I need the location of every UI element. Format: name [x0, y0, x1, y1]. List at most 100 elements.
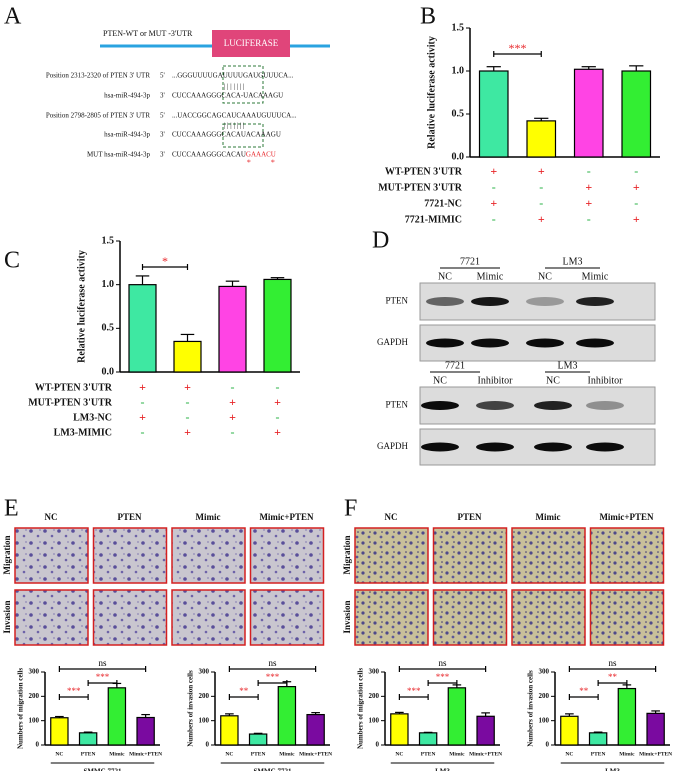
y-axis-label: Numbers of invasion cells — [527, 670, 535, 747]
y-tick-label: 1.5 — [452, 22, 465, 33]
panel-label: E — [4, 496, 19, 522]
condition-sign: - — [186, 395, 190, 409]
band — [534, 401, 572, 410]
condition-sign: - — [276, 380, 280, 394]
x-tick-label: PTEN — [251, 751, 266, 757]
sequence-end: 5' — [160, 112, 165, 120]
bar — [128, 284, 157, 373]
band — [426, 297, 464, 306]
bar — [588, 732, 608, 746]
bar — [418, 732, 438, 746]
luciferase-box — [212, 30, 290, 57]
blot-row-label: PTEN — [386, 296, 409, 306]
micrograph — [171, 589, 246, 646]
band — [471, 338, 509, 348]
mutation-mark: * — [247, 158, 251, 167]
condition-sign: - — [141, 425, 145, 439]
bar — [220, 715, 239, 746]
bar — [306, 713, 325, 746]
group-label: 7721 — [445, 360, 465, 371]
condition-label: WT-PTEN 3'UTR — [35, 382, 113, 393]
condition-sign: - — [587, 212, 591, 226]
condition-label: MUT-PTEN 3'UTR — [378, 182, 463, 193]
lane-label: NC — [546, 375, 560, 386]
row-label: Migration — [2, 536, 12, 575]
micrograph — [432, 527, 508, 584]
y-tick-label: 1.0 — [102, 279, 115, 290]
condition-sign: - — [492, 212, 496, 226]
bar — [218, 285, 247, 373]
condition-sign: + — [139, 410, 146, 424]
condition-sign: - — [231, 380, 235, 394]
y-axis-label: Numbers of migration cells — [17, 668, 25, 749]
condition-sign: + — [490, 196, 497, 210]
y-tick-label: 0 — [376, 741, 380, 749]
micrograph — [171, 527, 246, 584]
row-label: Migration — [342, 536, 352, 575]
sequence: CUCCAAAGGGCACAUACAAAGU — [172, 131, 281, 139]
condition-sign: + — [633, 180, 640, 194]
blot-row-label: GAPDH — [377, 441, 409, 451]
significance-label: ns — [268, 658, 277, 668]
y-tick-label: 200 — [199, 692, 210, 700]
x-tick-label: Mimic+PTEN — [469, 751, 502, 757]
y-tick-label: 100 — [539, 716, 550, 724]
panel-label: A — [4, 4, 22, 30]
lane-label: NC — [433, 375, 447, 386]
bar — [136, 716, 155, 746]
bar — [50, 717, 69, 746]
construct-label: PTEN-WT or MUT -3'UTR — [103, 29, 193, 38]
micrograph — [589, 527, 665, 584]
x-axis-label: LM3 — [605, 768, 620, 771]
condition-sign: + — [274, 425, 281, 439]
sequence-end: 3' — [160, 151, 165, 159]
sequence-label: Position 2798-2805 of PTEN 3' UTR — [46, 112, 150, 120]
condition-sign: + — [585, 196, 592, 210]
panel-label: D — [372, 228, 389, 254]
significance-label: *** — [509, 41, 527, 55]
column-label: Mimic+PTEN — [259, 512, 314, 522]
column-label: Mimic+PTEN — [599, 512, 654, 522]
sequence-end: 3' — [160, 92, 165, 100]
group-label: 7721 — [460, 256, 480, 267]
lane-label: Inhibitor — [588, 375, 624, 386]
condition-sign: - — [539, 196, 543, 210]
bar — [573, 68, 604, 158]
y-tick-label: 0.5 — [102, 323, 115, 334]
micrograph — [354, 589, 429, 646]
micrograph — [14, 527, 89, 584]
x-tick-label: Mimic — [109, 751, 125, 757]
bar — [248, 733, 268, 746]
bar — [617, 687, 637, 746]
y-tick-label: 0 — [546, 741, 550, 749]
condition-sign: + — [184, 380, 191, 394]
condition-label: LM3-NC — [73, 412, 112, 423]
column-label: PTEN — [117, 512, 142, 522]
x-axis-label: SMMC 7721 — [254, 768, 292, 771]
panel-label: B — [420, 4, 436, 30]
significance-label: ** — [239, 686, 249, 696]
condition-sign: + — [490, 164, 497, 178]
lane-label: Inhibitor — [478, 375, 514, 386]
condition-sign: + — [274, 395, 281, 409]
x-tick-label: PTEN — [591, 751, 606, 757]
bar — [621, 70, 652, 158]
condition-sign: + — [538, 164, 545, 178]
x-tick-label: NC — [565, 751, 573, 757]
y-tick-label: 1.0 — [452, 65, 465, 76]
bar — [173, 340, 202, 373]
sequence: ...UACCGGCAGCAUCAAAUGUUUCA... — [172, 112, 297, 120]
y-tick-label: 100 — [199, 716, 210, 724]
y-tick-label: 100 — [369, 716, 380, 724]
micrograph — [249, 527, 325, 584]
pairing: | | | | | | | — [224, 83, 244, 91]
bar — [277, 685, 297, 746]
condition-sign: - — [276, 410, 280, 424]
x-tick-label: NC — [225, 751, 233, 757]
lane-label: Mimic — [477, 271, 504, 282]
micrograph — [92, 527, 168, 584]
y-tick-label: 0 — [36, 741, 40, 749]
micrograph — [589, 589, 665, 646]
condition-sign: + — [538, 212, 545, 226]
mutation-mark: * — [271, 158, 275, 167]
